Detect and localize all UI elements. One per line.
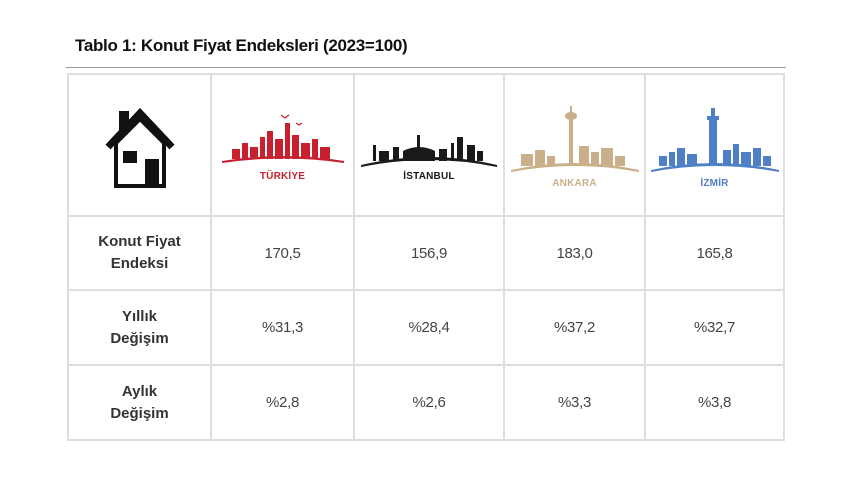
table-cell: %2,6 <box>355 366 505 439</box>
turkiye-skyline-icon <box>221 114 344 163</box>
house-icon-cell <box>69 75 212 217</box>
table-cell: %3,3 <box>505 366 646 439</box>
table-title: Tablo 1: Konut Fiyat Endeksleri (2023=10… <box>75 36 408 55</box>
city-name-turkiye: TÜRKİYE <box>259 170 306 182</box>
istanbul-skyline-icon <box>361 134 497 167</box>
ankara-skyline-icon <box>510 105 639 172</box>
house-icon <box>104 107 175 188</box>
title-divider <box>66 67 786 68</box>
table-cell: %28,4 <box>355 291 505 366</box>
izmir-skyline-icon <box>650 107 779 172</box>
table-cell: %2,8 <box>212 366 355 439</box>
table-cell: %31,3 <box>212 291 355 366</box>
row-label-yillik-degisim: Yıllık Değişim <box>69 291 212 366</box>
row-label-konut-fiyat-endeksi: Konut Fiyat Endeksi <box>69 217 212 291</box>
row-label-line: Endeksi <box>110 255 169 272</box>
city-header-izmir: İZMİR <box>646 75 783 217</box>
city-name-izmir: İZMİR <box>700 177 729 189</box>
table-cell: 183,0 <box>505 217 646 291</box>
city-header-ankara: ANKARA <box>505 75 646 217</box>
city-header-turkiye: TÜRKİYE <box>212 75 355 217</box>
city-name-ankara: ANKARA <box>552 177 597 189</box>
row-label-line: Aylık <box>121 382 158 400</box>
row-label-aylik-degisim: Aylık Değişim <box>69 366 212 439</box>
table-cell: 165,8 <box>646 217 783 291</box>
table-cell: %3,8 <box>698 394 731 411</box>
table-cell: 170,5 <box>212 217 355 291</box>
row-label-line: Değişim <box>110 404 169 422</box>
table-cell: %37,2 <box>505 291 646 366</box>
row-label-line: Yıllık <box>121 307 157 325</box>
table-cell: %32,7 <box>646 291 783 366</box>
city-header-istanbul: İSTANBUL <box>355 75 505 217</box>
city-name-istanbul: İSTANBUL <box>403 170 455 182</box>
row-label-line: Değişim <box>110 329 169 347</box>
price-index-table: TÜRKİYE İSTANBUL <box>67 73 785 441</box>
table-cell: 156,9 <box>355 217 505 291</box>
row-label-line: Konut Fiyat <box>98 233 181 250</box>
